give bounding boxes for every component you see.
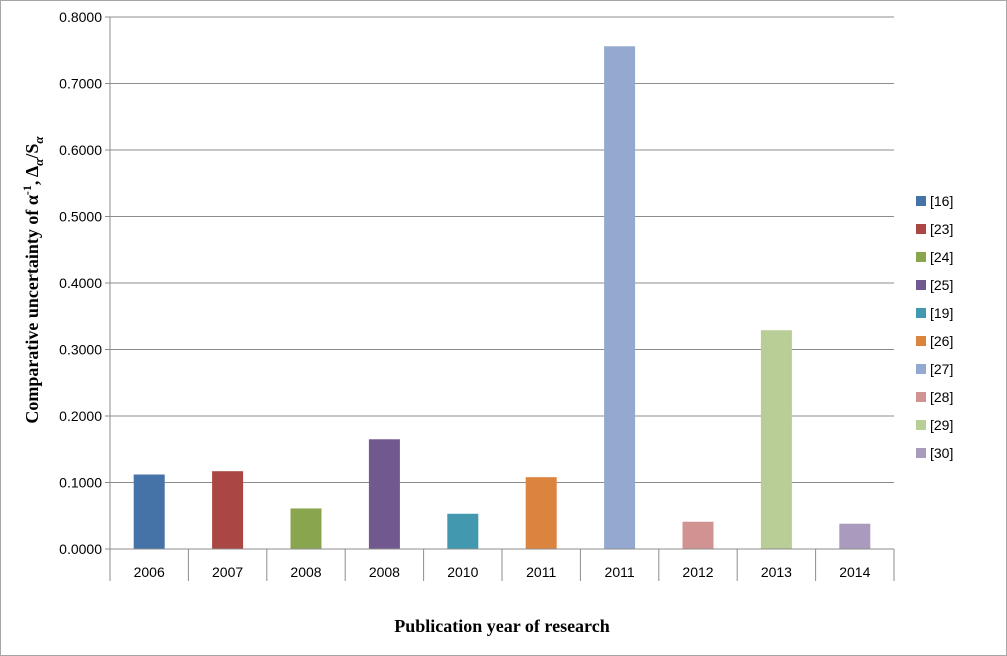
y-axis-title-prefix: Comparative uncertainty of α [22,195,42,424]
x-tick-label: 2012 [682,564,713,580]
legend-label: [28] [930,389,953,405]
bar [368,439,400,549]
y-tick-label: 0.8000 [59,9,102,25]
x-tick-label: 2011 [526,564,556,580]
bar [839,523,871,549]
bar [760,330,792,549]
y-axis-title-middle: , Δ [22,166,42,185]
x-tick-label: 2008 [290,564,321,580]
y-tick-label: 0.1000 [59,475,102,491]
axes [109,17,895,581]
legend-swatch [916,196,926,206]
y-axis-title-superscript: -1 [20,185,34,195]
y-tick-label: 0.5000 [59,209,102,225]
x-tick-label: 2010 [447,564,478,580]
bar [604,46,636,549]
legend-swatch [916,336,926,346]
legend-label: [26] [930,333,953,349]
legend-swatch [916,252,926,262]
legend-swatch [916,224,926,234]
y-tick-label: 0.4000 [59,275,102,291]
bar [447,513,479,549]
y-tick-labels: 0.0000 0.1000 0.2000 0.3000 0.4000 0.5000 0.60… [59,9,102,557]
x-tick-label: 2011 [605,564,635,580]
legend-swatch [916,308,926,318]
bar [525,477,557,549]
y-axis-title-subscript-2: α [31,136,46,144]
x-tick-label: 2006 [134,564,165,580]
legend-label: [19] [930,305,953,321]
legend-label: [29] [930,417,953,433]
legend: [16] [23] [24] [25] [19] [26] [27] [28] [29] [30] [916,193,953,461]
x-tick-label: 2008 [369,564,400,580]
y-tick-label: 0.3000 [59,342,102,358]
legend-swatch [916,420,926,430]
legend-label: [25] [930,277,953,293]
bar [290,508,322,549]
y-tick-label: 0.2000 [59,408,102,424]
y-tick-label: 0.0000 [59,541,102,557]
legend-swatch [916,364,926,374]
y-tick-label: 0.7000 [59,76,102,92]
legend-swatch [916,392,926,402]
bar [133,474,165,549]
legend-swatch [916,280,926,290]
x-tick-label: 2014 [839,564,870,580]
x-tick-label: 2007 [212,564,243,580]
bar [682,521,714,549]
y-axis-title-subscript-1: α [31,158,46,166]
y-axis-title: Comparative uncertainty of α-1, Δα/Sα [20,136,46,424]
legend-label: [27] [930,361,953,377]
legend-swatch [916,448,926,458]
x-tick-labels: 2006 2007 2008 2008 2010 2011 2011 2012 2013 2014 [134,564,871,580]
legend-label: [16] [930,193,953,209]
x-axis-title: Publication year of research [394,616,609,636]
bars [133,46,871,549]
y-axis-title-slash: /S [22,144,42,160]
legend-label: [23] [930,221,953,237]
x-tick-label: 2013 [761,564,792,580]
bar [212,471,244,549]
legend-label: [30] [930,445,953,461]
y-tick-label: 0.6000 [59,142,102,158]
legend-label: [24] [930,249,953,265]
